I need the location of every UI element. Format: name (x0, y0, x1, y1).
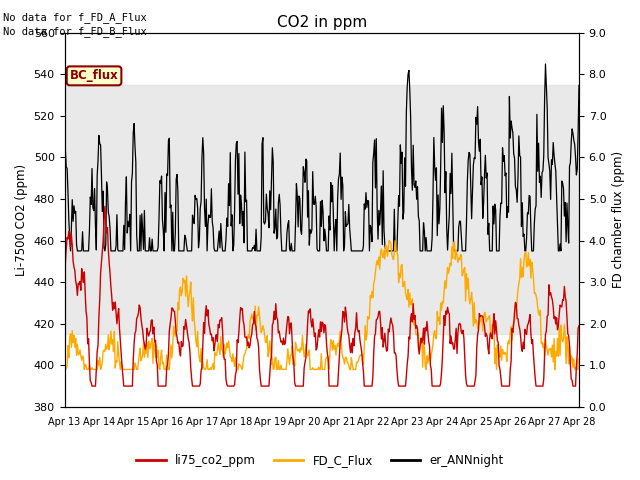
Title: CO2 in ppm: CO2 in ppm (276, 15, 367, 30)
Text: BC_flux: BC_flux (70, 69, 118, 83)
Text: No data for f_FD_B_Flux: No data for f_FD_B_Flux (3, 26, 147, 37)
Y-axis label: Li-7500 CO2 (ppm): Li-7500 CO2 (ppm) (15, 164, 28, 276)
Legend: li75_co2_ppm, FD_C_Flux, er_ANNnight: li75_co2_ppm, FD_C_Flux, er_ANNnight (131, 449, 509, 472)
Y-axis label: FD chamber flux (ppm): FD chamber flux (ppm) (612, 151, 625, 288)
Text: No data for f_FD_A_Flux: No data for f_FD_A_Flux (3, 12, 147, 23)
Bar (65, 84, 579, 334)
